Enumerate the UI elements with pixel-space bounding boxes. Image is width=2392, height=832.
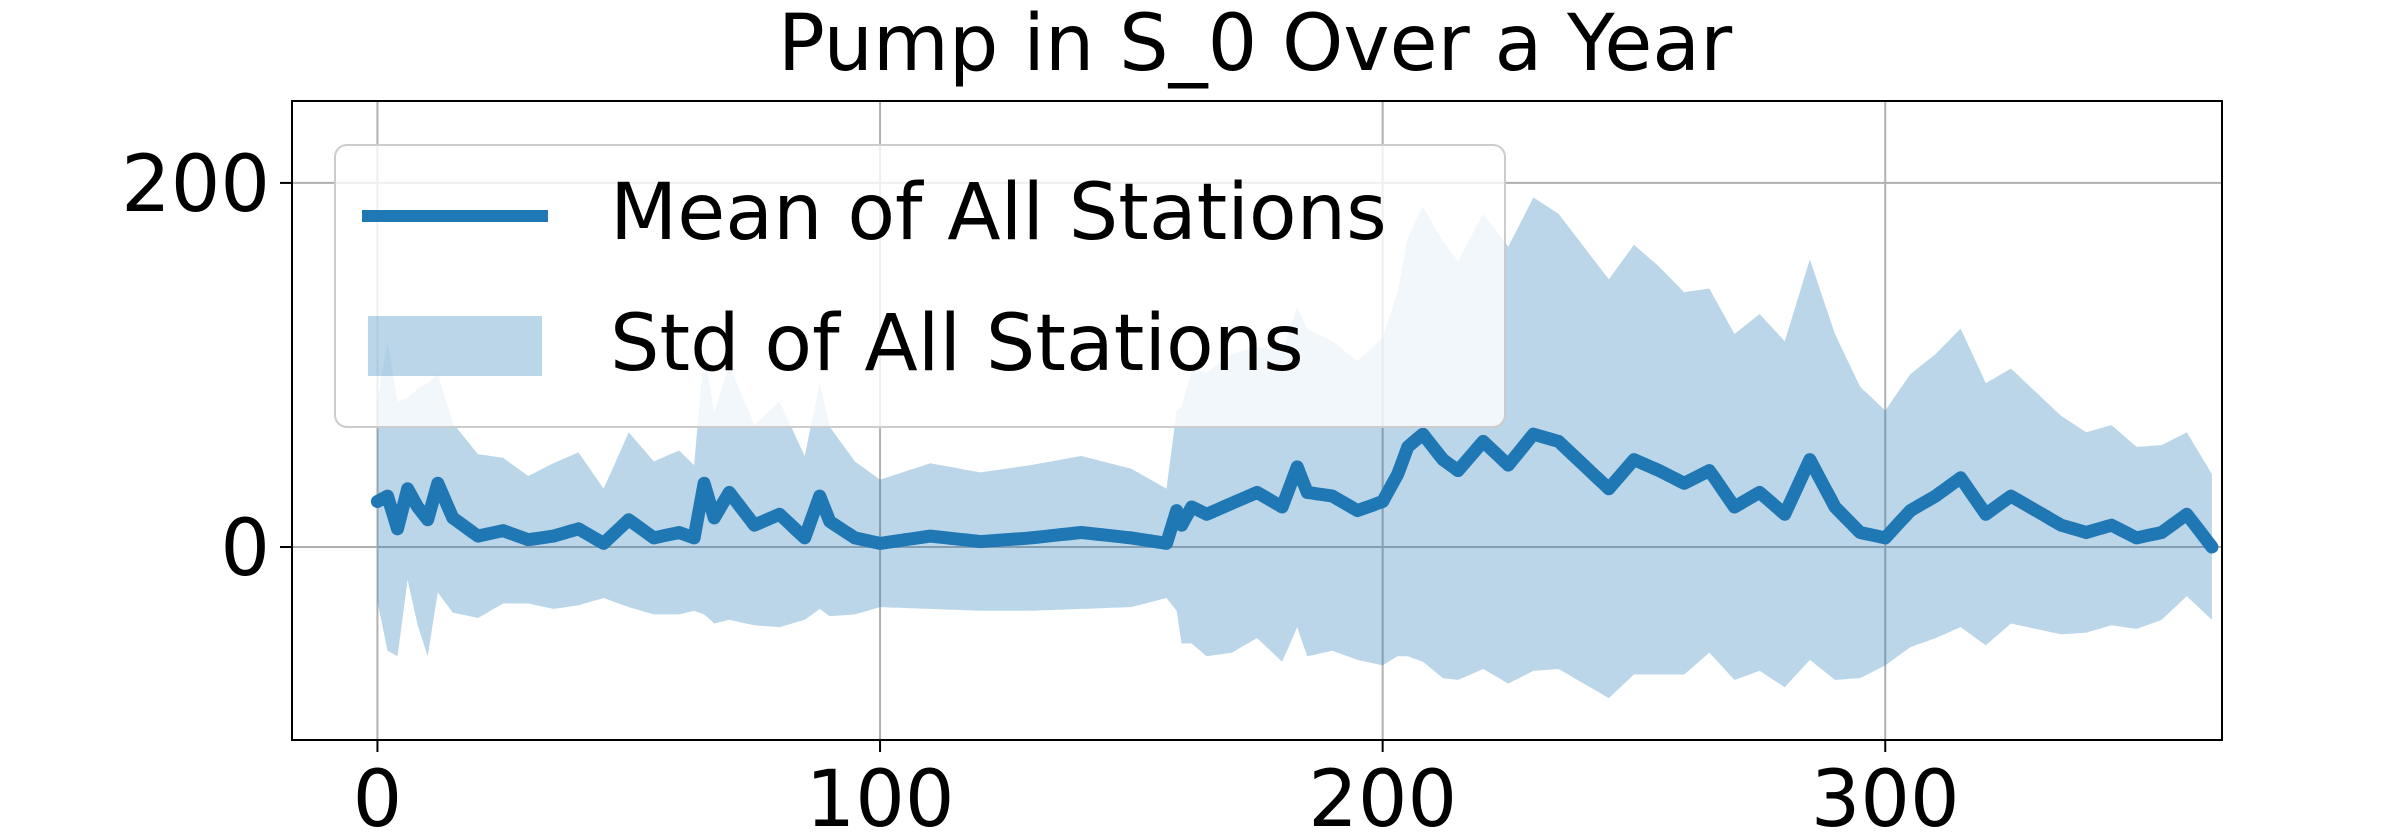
legend-frame xyxy=(334,144,1506,428)
std-band xyxy=(377,197,2212,699)
chart-title: Pump in S_0 Over a Year xyxy=(778,0,1733,89)
plot-frame xyxy=(291,100,2223,741)
x-tick-label: 100 xyxy=(806,755,955,827)
y-tick-label: 0 xyxy=(220,504,270,594)
legend-std-swatch xyxy=(368,316,542,376)
y-tick-label: 200 xyxy=(121,140,270,230)
axes: 0 100 200 300 0 200 xyxy=(121,100,2223,832)
x-tick-label: 200 xyxy=(1308,755,1457,827)
mean-line xyxy=(370,427,2219,554)
x-tick-label: 300 xyxy=(1811,755,1960,827)
legend: Mean of All Stations Std of All Stations xyxy=(334,144,1506,428)
legend-mean-label: Mean of All Stations xyxy=(610,168,1387,258)
legend-std-label: Std of All Stations xyxy=(610,299,1304,389)
x-tick-label: 0 xyxy=(353,755,403,827)
